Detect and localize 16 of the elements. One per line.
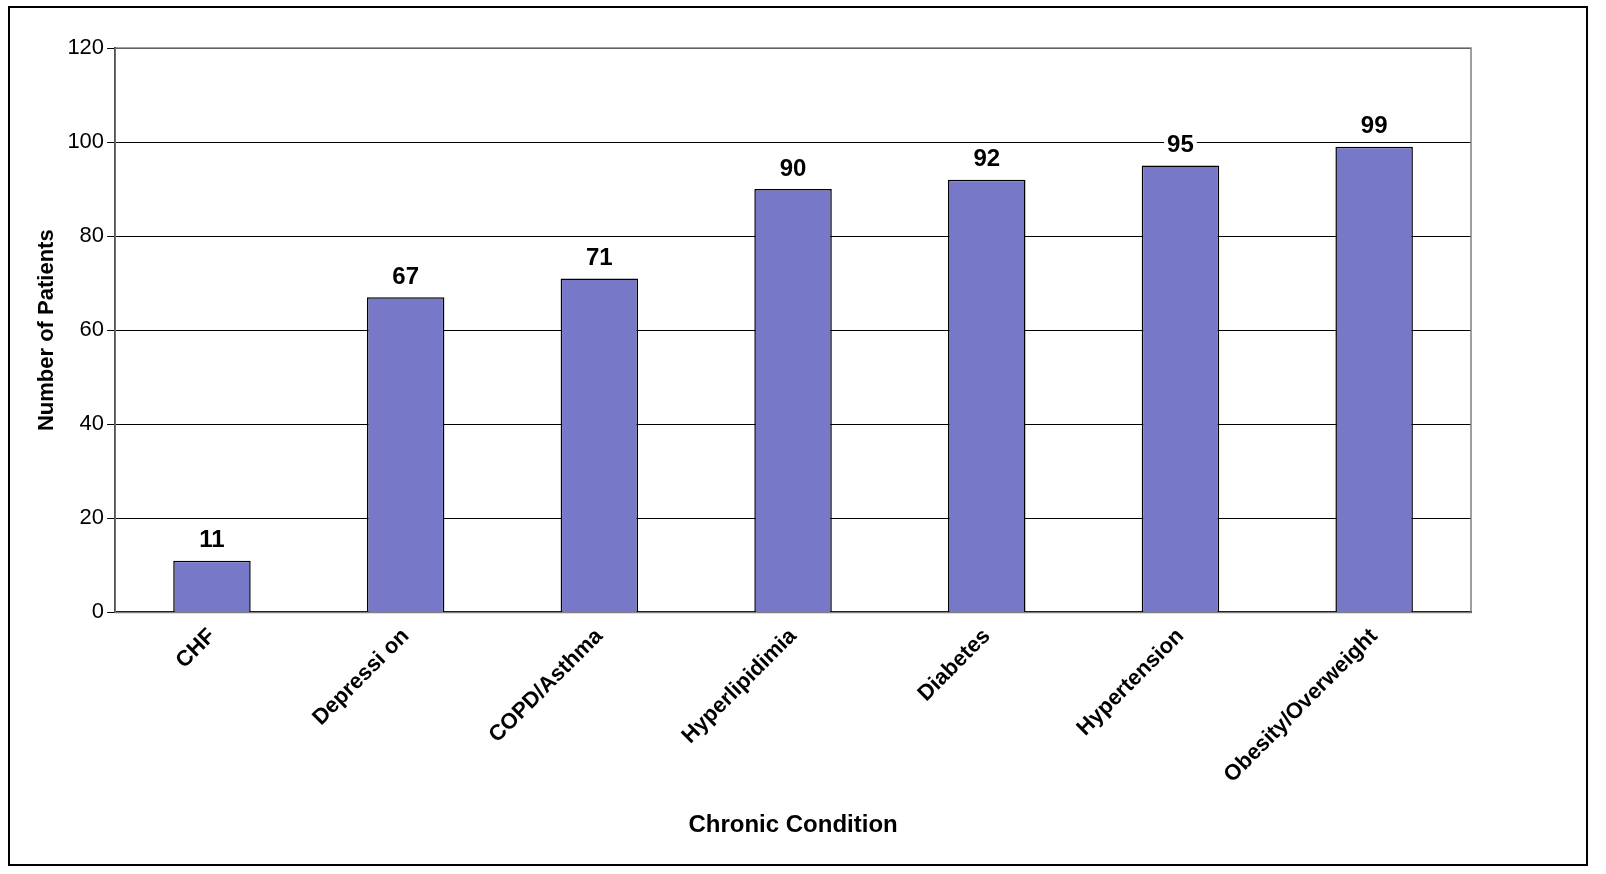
data-label: 67 [392, 261, 420, 289]
y-tick-label: 60 [79, 316, 105, 342]
y-axis-title: Number of Patients [33, 229, 59, 432]
data-label: 11 [199, 525, 225, 553]
y-tick-label: 0 [91, 598, 105, 624]
x-axis-title: Chronic Condition [688, 810, 898, 838]
data-label: 90 [779, 153, 807, 181]
y-tick-label: 100 [67, 128, 105, 154]
y-tick-label: 40 [79, 410, 105, 436]
data-label: 92 [973, 144, 1001, 172]
y-tick-label: 20 [79, 504, 105, 530]
y-tick-label: 120 [67, 34, 105, 60]
y-tick-label: 80 [79, 222, 105, 248]
data-label: 99 [1360, 111, 1388, 139]
data-label: 95 [1167, 130, 1194, 158]
data-label: 71 [586, 243, 613, 271]
